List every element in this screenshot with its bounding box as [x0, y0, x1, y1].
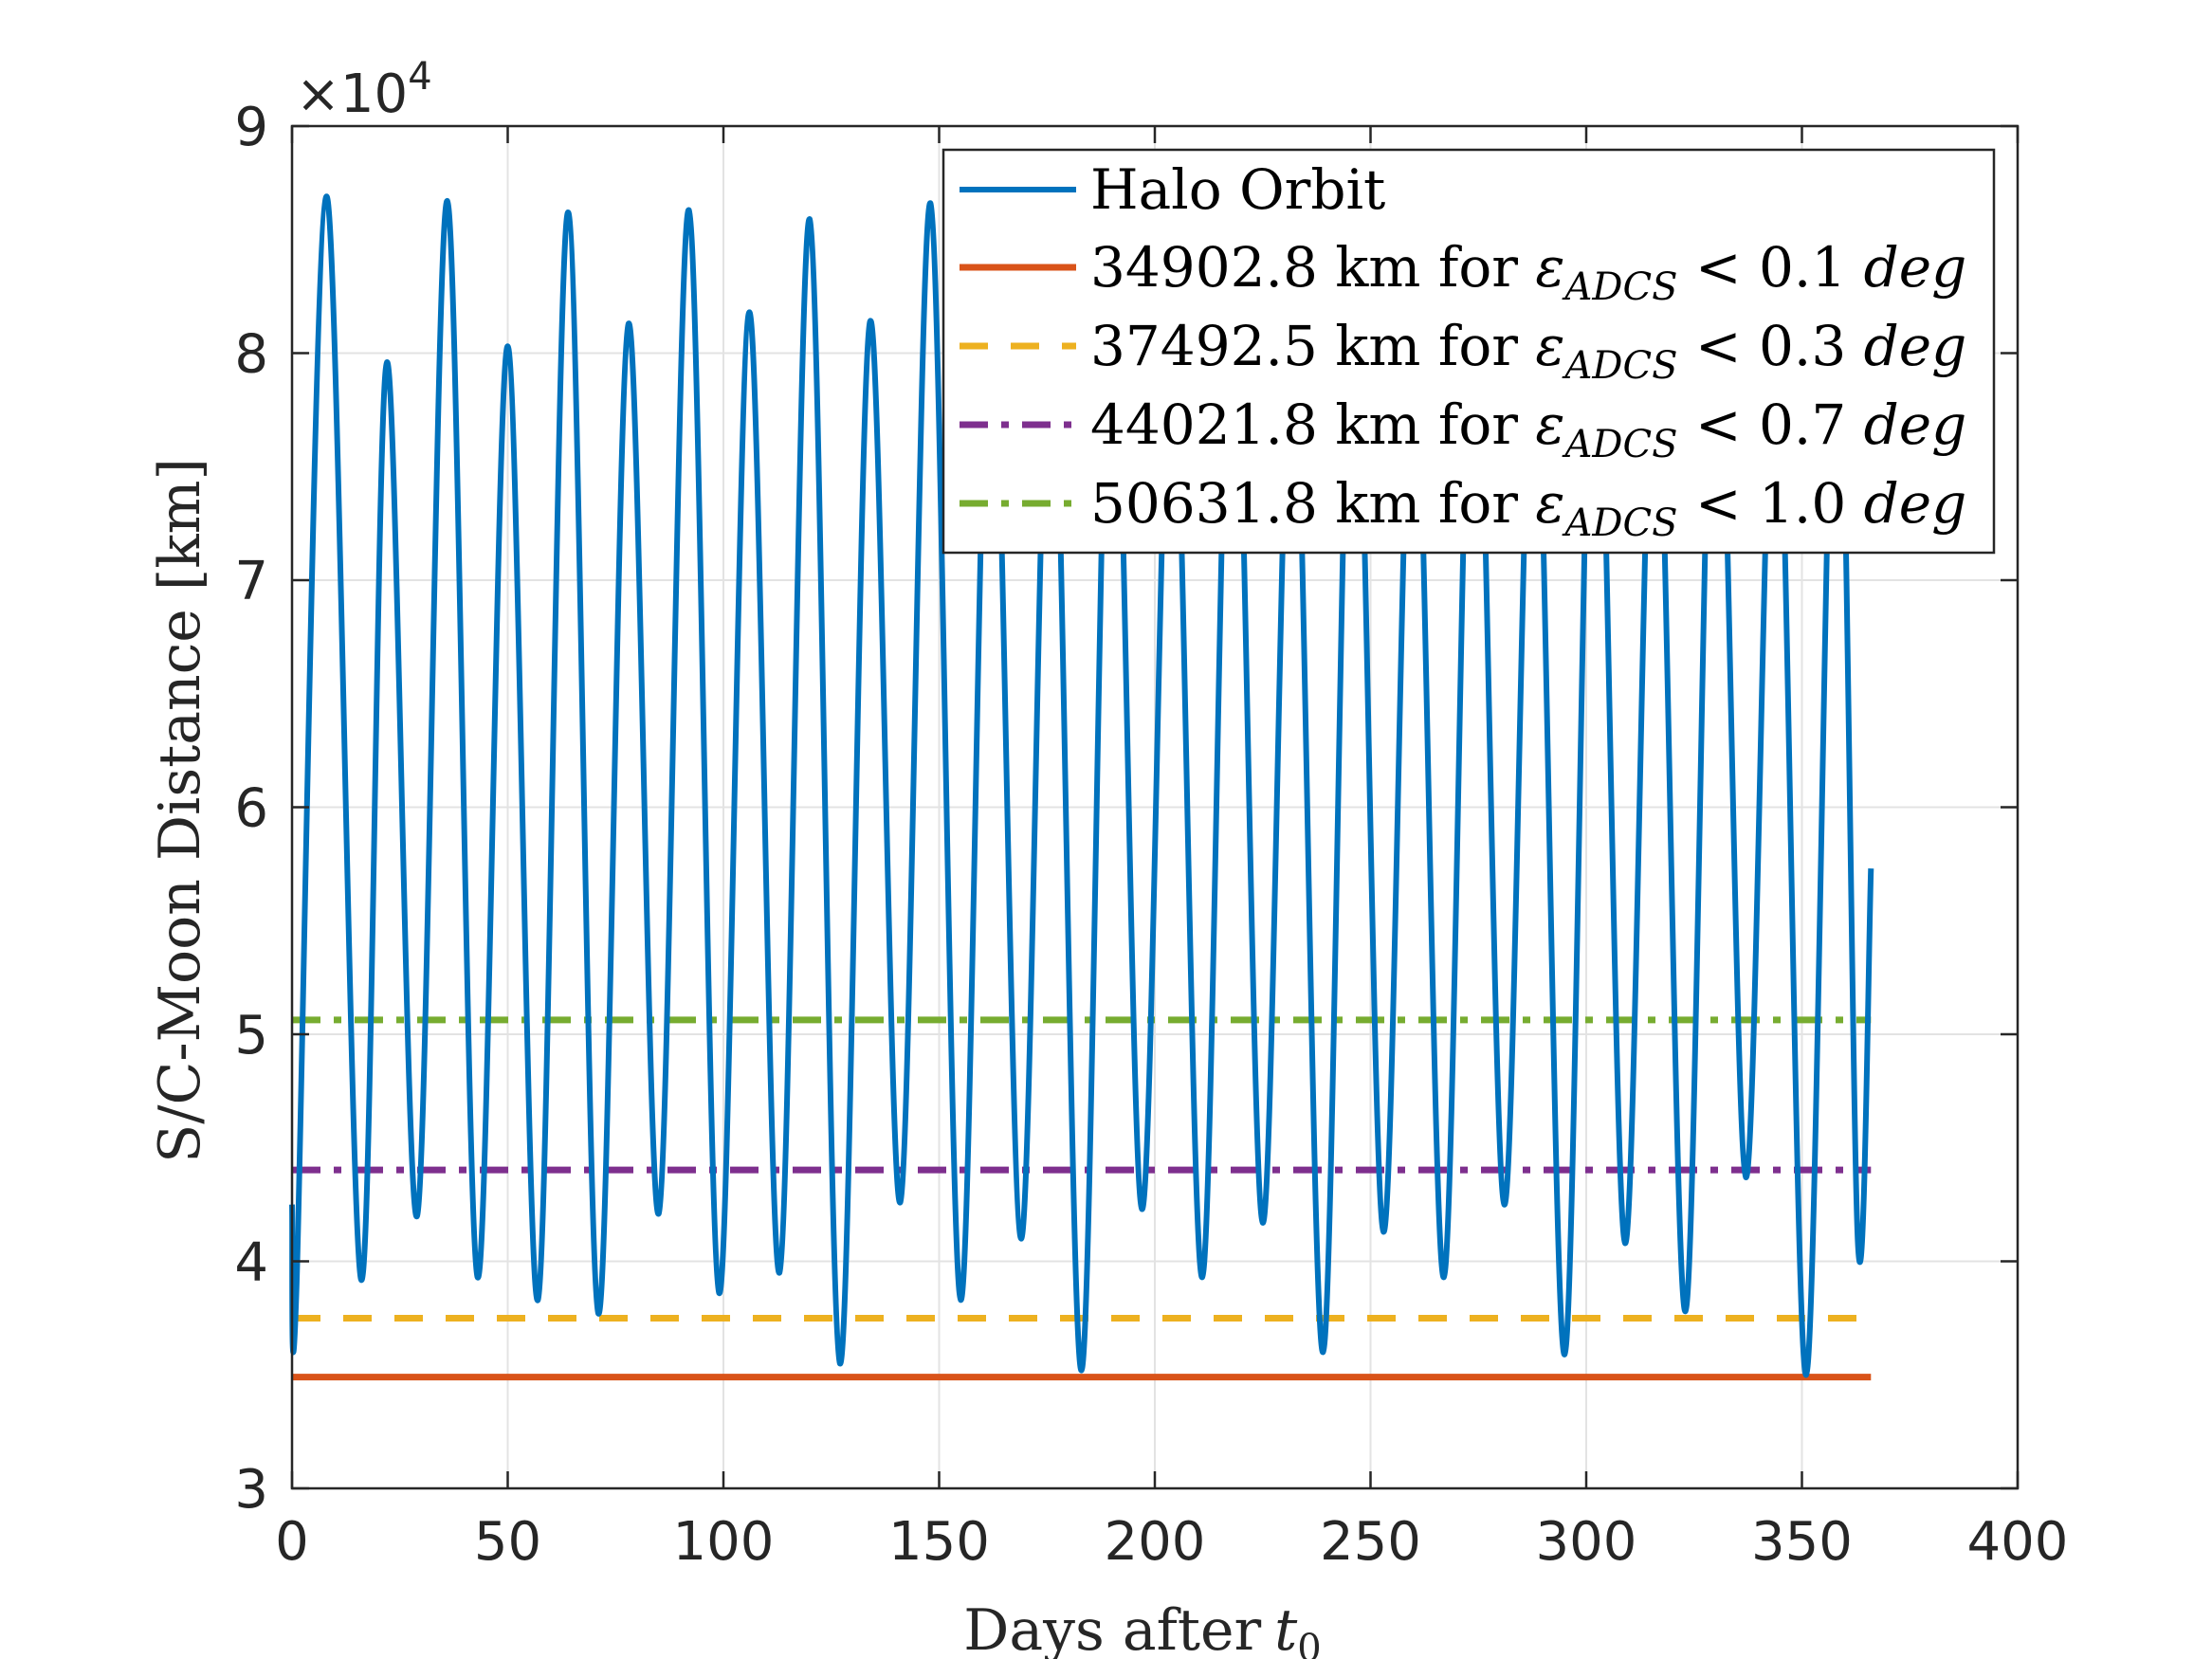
- y-multiplier-base: ×10: [296, 64, 408, 125]
- y-multiplier-label: ×104: [296, 55, 432, 125]
- legend-label-ineq: < 0.7: [1678, 392, 1864, 457]
- legend-label-eps_sub: ADCS: [1562, 265, 1678, 309]
- legend-label-eps: ε: [1535, 314, 1564, 378]
- legend: Halo Orbit 34902.8 km for εADCS < 0.1 de…: [941, 148, 1996, 555]
- x-tick-label: 150: [888, 1511, 990, 1573]
- tick-marks: [290, 124, 2020, 1490]
- x-axis-title-var: t: [1274, 1597, 1298, 1659]
- y-tick-label: 4: [234, 1232, 268, 1294]
- legend-label-name: 50631.8 km for: [1090, 471, 1535, 536]
- y-tick-label: 3: [234, 1459, 268, 1521]
- x-tick-label: 200: [1105, 1511, 1206, 1573]
- legend-label-eps: ε: [1535, 392, 1564, 457]
- x-axis-title-text: Days after: [963, 1597, 1261, 1659]
- x-axis-title-sub: 0: [1297, 1627, 1321, 1659]
- y-tick-label: 8: [234, 324, 268, 386]
- y-tick-label: 6: [234, 778, 268, 840]
- legend-label-halo-orbit: Halo Orbit: [1090, 157, 1385, 222]
- legend-label-eps: ε: [1535, 235, 1564, 300]
- legend-label: 34902.8 km for εADCS < 0.1 deg: [1090, 235, 1966, 309]
- x-tick-label: 0: [275, 1511, 309, 1573]
- legend-box: [941, 148, 1996, 555]
- y-tick-labels: 3 4 5 6 7 8 9: [234, 97, 268, 1521]
- x-tick-label: 50: [474, 1511, 541, 1573]
- x-tick-label: 400: [1967, 1511, 2069, 1573]
- y-tick-label: 7: [234, 551, 268, 612]
- halo-orbit-line: [289, 193, 1874, 1378]
- legend-label-unit: deg: [1864, 471, 1967, 536]
- legend-label-eps_sub: ADCS: [1562, 501, 1678, 545]
- y-tick-label: 5: [234, 1005, 268, 1066]
- legend-label-name: 44021.8 km for: [1090, 392, 1535, 457]
- x-tick-labels: 0 50 100 150 200 250 300 350 400: [275, 1511, 2068, 1573]
- legend-label-unit: deg: [1864, 392, 1967, 457]
- legend-label-name: 37492.5 km for: [1090, 314, 1535, 378]
- legend-label-ineq: < 0.3: [1678, 314, 1864, 378]
- x-tick-label: 250: [1320, 1511, 1421, 1573]
- legend-label-eps: ε: [1535, 471, 1564, 536]
- y-axis-title: S/C-Moon Distance [km]: [147, 458, 213, 1163]
- y-tick-label: 9: [234, 97, 268, 158]
- legend-label-unit: deg: [1864, 235, 1967, 300]
- series-layer: [289, 193, 1874, 1381]
- y-multiplier-exponent: 4: [408, 55, 431, 99]
- legend-label-name: 34902.8 km for: [1090, 235, 1535, 300]
- x-tick-label: 350: [1751, 1511, 1853, 1573]
- x-tick-label: 100: [673, 1511, 775, 1573]
- legend-label-unit: deg: [1864, 314, 1967, 378]
- legend-label-eps_sub: ADCS: [1562, 344, 1678, 388]
- legend-label: 44021.8 km for εADCS < 0.7 deg: [1090, 392, 1966, 466]
- x-axis-title: Days after t0: [963, 1597, 1322, 1659]
- legend-label-ineq: < 0.1: [1678, 235, 1864, 300]
- x-tick-label: 300: [1536, 1511, 1637, 1573]
- legend-label: 37492.5 km for εADCS < 0.3 deg: [1090, 314, 1966, 388]
- legend-label: 50631.8 km for εADCS < 1.0 deg: [1090, 471, 1966, 545]
- legend-label-ineq: < 1.0: [1678, 471, 1864, 536]
- legend-label-eps_sub: ADCS: [1562, 423, 1678, 466]
